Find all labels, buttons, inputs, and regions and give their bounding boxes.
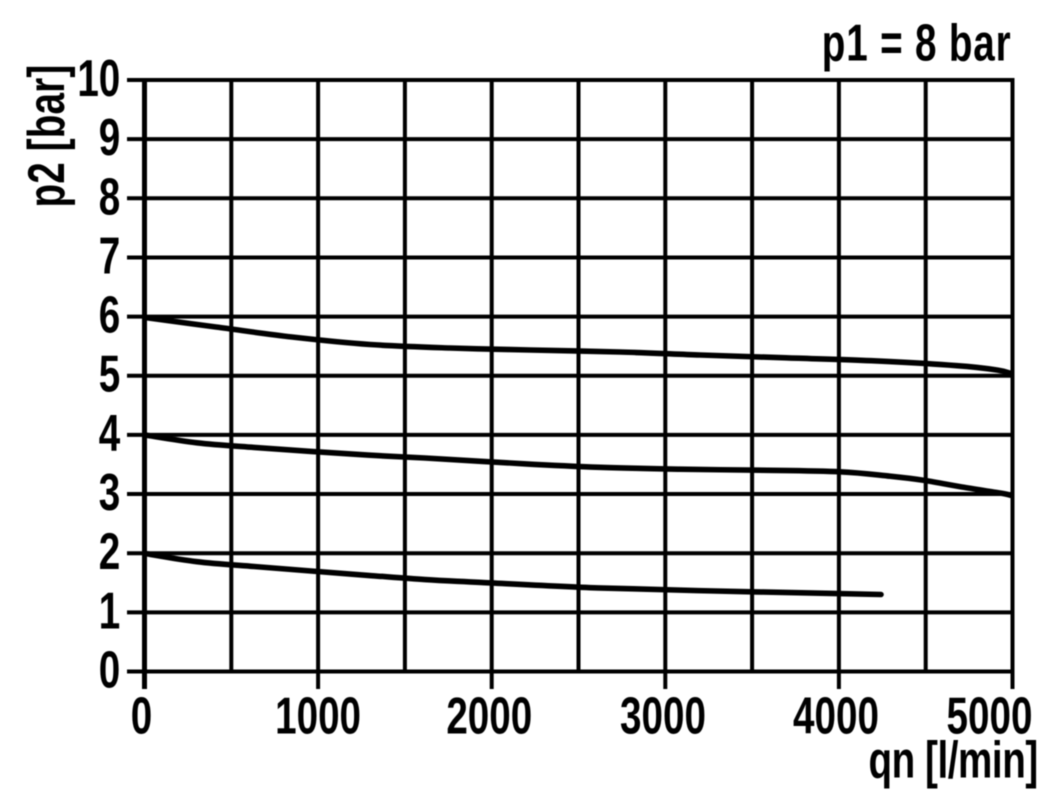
svg-text:2000: 2000 — [446, 687, 532, 745]
svg-text:4000: 4000 — [793, 687, 879, 745]
svg-text:1000: 1000 — [275, 687, 361, 745]
svg-text:5000: 5000 — [947, 687, 1033, 745]
svg-text:3000: 3000 — [620, 687, 706, 745]
svg-text:0: 0 — [131, 687, 152, 745]
svg-text:2: 2 — [99, 523, 120, 581]
svg-text:1: 1 — [99, 582, 120, 640]
svg-text:0: 0 — [99, 641, 120, 699]
svg-text:p2 [bar]: p2 [bar] — [18, 65, 76, 208]
svg-text:qn [l/min]: qn [l/min] — [869, 731, 1038, 789]
svg-text:p1 = 8 bar: p1 = 8 bar — [822, 14, 1012, 72]
svg-text:9: 9 — [99, 109, 120, 167]
svg-text:8: 8 — [99, 168, 120, 226]
svg-text:5: 5 — [99, 345, 120, 403]
svg-text:3: 3 — [99, 464, 120, 522]
svg-text:4: 4 — [99, 405, 121, 463]
svg-text:7: 7 — [99, 227, 120, 285]
svg-text:6: 6 — [99, 286, 120, 344]
svg-text:10: 10 — [77, 50, 120, 108]
